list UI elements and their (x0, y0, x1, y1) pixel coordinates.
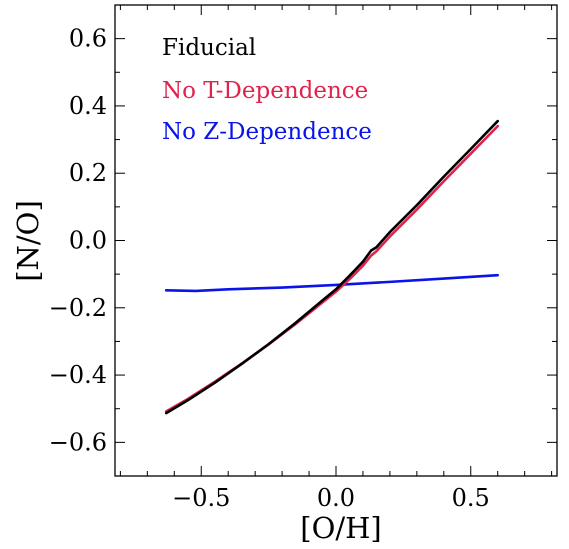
legend-entry-fiducial: Fiducial (162, 35, 256, 61)
y-axis-label: [N/O] (11, 200, 45, 282)
y-tick-label: −0.4 (49, 361, 107, 389)
series-line-fiducial (164, 119, 500, 415)
y-tick-label: −0.6 (49, 428, 107, 456)
x-axis-label: [O/H] (300, 511, 381, 545)
y-tick-label: 0.4 (69, 92, 107, 120)
series-group (164, 119, 500, 415)
series-line-no-t-dependence (164, 124, 500, 413)
y-tick-label: 0.2 (69, 159, 107, 187)
y-tick-label: 0.0 (69, 227, 107, 255)
y-tick-label: 0.6 (69, 25, 107, 53)
y-tick-label: −0.2 (49, 294, 107, 322)
series-line-no-z-dependence (164, 273, 500, 293)
legend: Fiducial No T-Dependence No Z-Dependence (162, 35, 372, 145)
x-tick-label: 0.5 (452, 484, 490, 512)
x-tick-label: −0.5 (172, 484, 230, 512)
legend-entry-no-z-dependence: No Z-Dependence (162, 119, 372, 145)
x-tick-label: 0.0 (317, 484, 355, 512)
legend-entry-no-t-dependence: No T-Dependence (162, 78, 368, 104)
